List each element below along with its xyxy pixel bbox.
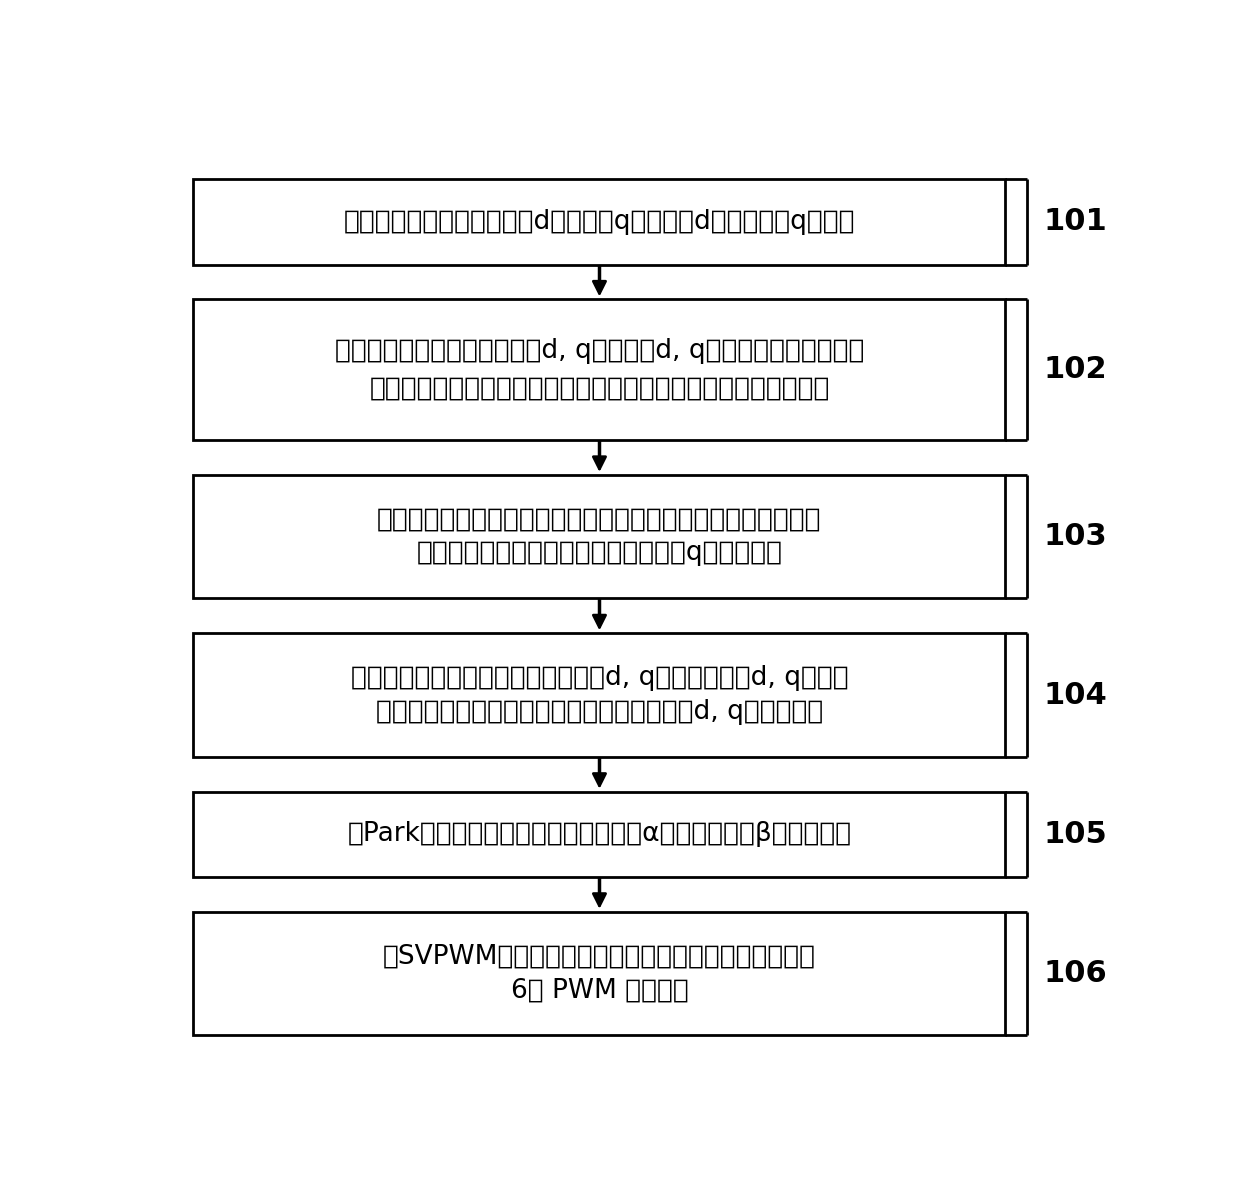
Text: 6路 PWM 脉冲信号: 6路 PWM 脉冲信号 xyxy=(511,977,688,1004)
Text: 设计故障检测滑模观测器，将d, q轴电流、d, q轴电压与转速信息输入: 设计故障检测滑模观测器，将d, q轴电流、d, q轴电压与转速信息输入 xyxy=(335,338,864,364)
Text: 102: 102 xyxy=(1044,356,1107,384)
Text: 获取永磁同步电机的转速、d轴电压、q轴电压、d轴电流以及q轴电流: 获取永磁同步电机的转速、d轴电压、q轴电压、d轴电流以及q轴电流 xyxy=(343,209,856,235)
Text: 滑模观测器中，得到永磁体失磁及参数楔动所引起的故障项观测值: 滑模观测器中，得到永磁体失磁及参数楔动所引起的故障项观测值 xyxy=(370,376,830,402)
Text: 电流及滑模观测器输出的故障项观测值，得到d, q轴指令电压: 电流及滑模观测器输出的故障项观测值，得到d, q轴指令电压 xyxy=(376,699,823,725)
Text: 设计鲁棒容错预测转速控制器，根据转速指令、实际电机转速和: 设计鲁棒容错预测转速控制器，根据转速指令、实际电机转速和 xyxy=(377,507,822,533)
Bar xyxy=(193,912,1006,1036)
Text: 106: 106 xyxy=(1044,960,1107,988)
Text: 101: 101 xyxy=(1044,207,1107,237)
Bar xyxy=(193,792,1006,877)
Bar xyxy=(193,180,1006,265)
Text: 逆Park变换后获得两相静止坐标系下的α相指令电压和β相指令电压: 逆Park变换后获得两相静止坐标系下的α相指令电压和β相指令电压 xyxy=(347,822,852,848)
Text: 设计鲁棒容错预测电流控制器，根据d, q轴指令电流、d, q轴响应: 设计鲁棒容错预测电流控制器，根据d, q轴指令电流、d, q轴响应 xyxy=(351,666,848,691)
Text: 经SVPWM模块调制后生成用于驱动永磁同步电机工作的: 经SVPWM模块调制后生成用于驱动永磁同步电机工作的 xyxy=(383,944,816,970)
Bar xyxy=(193,634,1006,757)
Text: 105: 105 xyxy=(1044,819,1107,849)
Text: 103: 103 xyxy=(1044,522,1107,552)
Text: 滑模观测器输出的故障项观测值，得到q轴指令电流: 滑模观测器输出的故障项观测值，得到q轴指令电流 xyxy=(417,540,782,566)
Text: 104: 104 xyxy=(1044,680,1107,710)
Bar xyxy=(193,300,1006,440)
Bar xyxy=(193,474,1006,598)
